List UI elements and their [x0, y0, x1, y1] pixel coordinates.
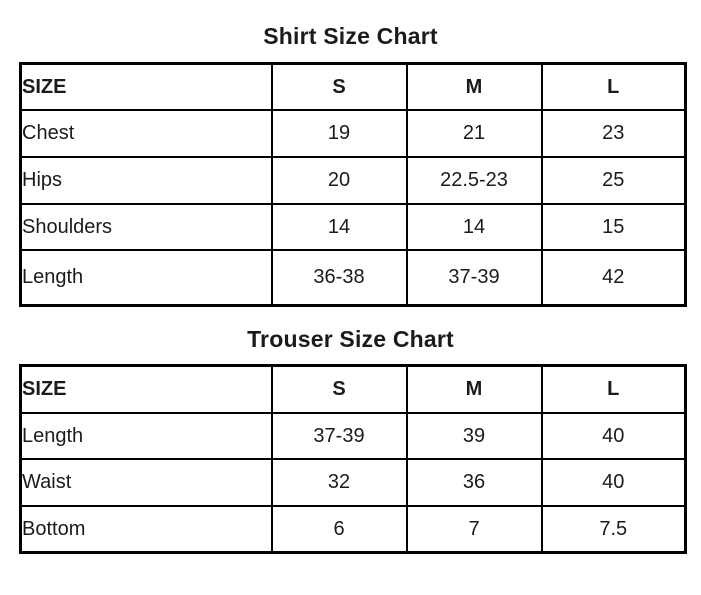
- row-label: Length: [19, 412, 273, 460]
- size-value: 25: [540, 156, 687, 205]
- size-value: 39: [405, 412, 543, 460]
- trouser-row-waist: Waist 32 36 40: [19, 458, 687, 507]
- row-label: Chest: [19, 109, 273, 158]
- trouser-column-header-size: SIZE: [19, 364, 273, 414]
- size-value: 20: [270, 156, 408, 205]
- shirt-row-length: Length 36-38 37-39 42: [19, 249, 687, 307]
- trouser-header-row: SIZE S M L: [19, 364, 687, 414]
- trouser-column-header-m: M: [405, 364, 543, 414]
- trouser-row-length: Length 37-39 39 40: [19, 412, 687, 460]
- size-value: 23: [540, 109, 687, 158]
- trouser-column-header-s: S: [270, 364, 408, 414]
- row-label: Length: [19, 249, 273, 307]
- trouser-column-header-l: L: [540, 364, 687, 414]
- shirt-column-header-s: S: [270, 62, 408, 111]
- size-value: 21: [405, 109, 543, 158]
- trouser-chart-title: Trouser Size Chart: [247, 326, 454, 352]
- trouser-row-bottom: Bottom 6 7 7.5: [19, 505, 687, 554]
- size-value: 42: [540, 249, 687, 307]
- size-value: 36-38: [270, 249, 408, 307]
- size-value: 40: [540, 412, 687, 460]
- size-value: 6: [270, 505, 408, 554]
- size-value: 14: [270, 203, 408, 251]
- size-value: 14: [405, 203, 543, 251]
- row-label: Bottom: [19, 505, 273, 554]
- shirt-size-table: SIZE S M L Chest 19 21 23 Hips 20 22.5-2…: [19, 62, 687, 307]
- shirt-row-shoulders: Shoulders 14 14 15: [19, 203, 687, 251]
- shirt-row-chest: Chest 19 21 23: [19, 109, 687, 158]
- shirt-column-header-m: M: [405, 62, 543, 111]
- shirt-size-chart-section: Shirt Size Chart SIZE S M L Chest 19 21 …: [0, 22, 701, 307]
- size-value: 37-39: [270, 412, 408, 460]
- row-label: Waist: [19, 458, 273, 507]
- trouser-size-table: SIZE S M L Length 37-39 39 40 Waist 32 3…: [19, 364, 687, 554]
- size-value: 15: [540, 203, 687, 251]
- size-value: 40: [540, 458, 687, 507]
- trouser-size-chart-section: Trouser Size Chart SIZE S M L Length 37-…: [0, 325, 701, 554]
- shirt-row-hips: Hips 20 22.5-23 25: [19, 156, 687, 205]
- size-value: 19: [270, 109, 408, 158]
- row-label: Shoulders: [19, 203, 273, 251]
- shirt-header-row: SIZE S M L: [19, 62, 687, 111]
- size-value: 37-39: [405, 249, 543, 307]
- shirt-chart-title: Shirt Size Chart: [263, 23, 438, 49]
- shirt-column-header-l: L: [540, 62, 687, 111]
- size-value: 7.5: [540, 505, 687, 554]
- row-label: Hips: [19, 156, 273, 205]
- size-value: 36: [405, 458, 543, 507]
- shirt-column-header-size: SIZE: [19, 62, 273, 111]
- size-value: 7: [405, 505, 543, 554]
- size-value: 22.5-23: [405, 156, 543, 205]
- size-value: 32: [270, 458, 408, 507]
